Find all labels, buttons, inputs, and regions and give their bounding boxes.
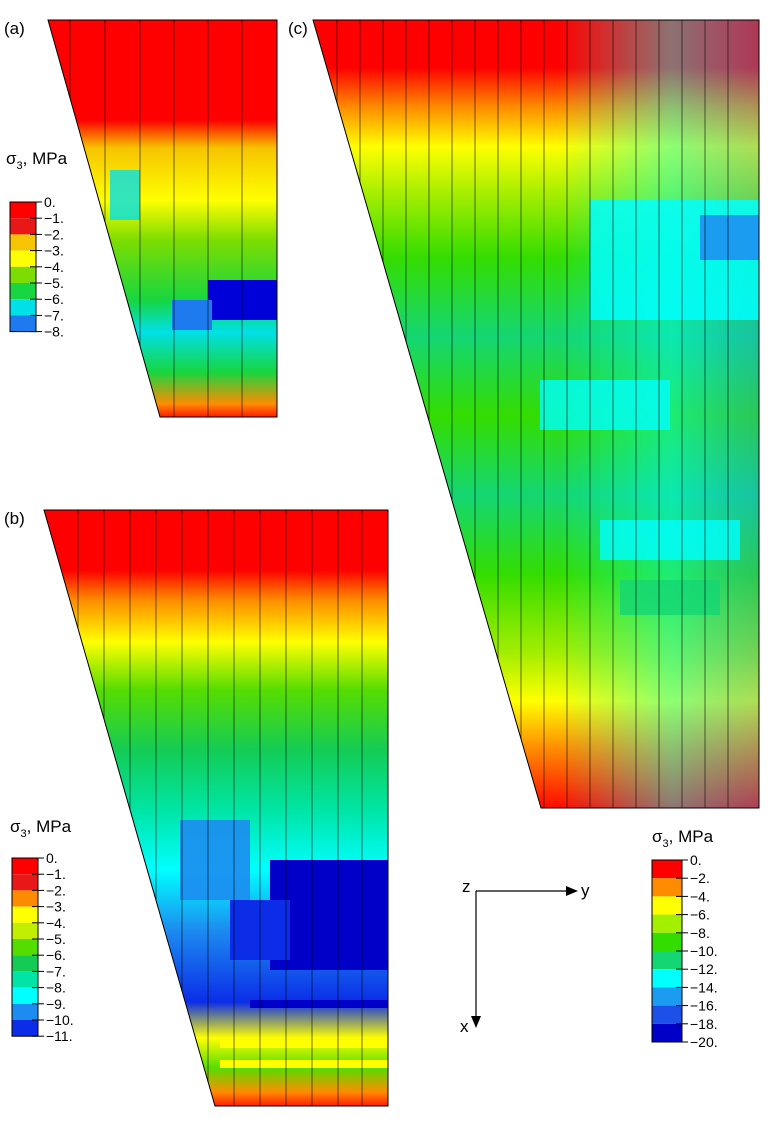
- legend-c-swatch: [652, 932, 682, 951]
- legend-c-tick-label: −12.: [690, 961, 718, 977]
- legend-a-tick-label: −7.: [44, 307, 64, 323]
- legend-c-swatch: [652, 987, 682, 1006]
- legend-b-tick-label: −5.: [46, 931, 66, 947]
- panel-a-contour: [48, 20, 277, 417]
- panel-a: (a) σ3, MPa 0.−1.−2.−3.−4.−5.−6.−7.−8.: [4, 19, 278, 418]
- legend-a-swatch: [10, 266, 36, 283]
- axes-indicator: z y x: [460, 877, 590, 1036]
- legend-c-tick-label: −6.: [690, 907, 710, 923]
- legend-a-swatch: [10, 202, 36, 219]
- legend-b-swatch: [12, 890, 38, 907]
- legend-b-swatch: [12, 874, 38, 891]
- y-arrowhead-icon: [566, 886, 578, 896]
- legend-b-swatch: [12, 971, 38, 988]
- panel-c-outline: [312, 19, 760, 809]
- legend-a: σ3, MPa 0.−1.−2.−3.−4.−5.−6.−7.−8.: [6, 149, 68, 340]
- legend-b-swatch: [12, 906, 38, 923]
- legend-c-tick-label: −2.: [690, 870, 710, 886]
- legend-b-tick-label: −11.: [46, 1028, 73, 1044]
- legend-a-tick-label: −8.: [44, 324, 64, 340]
- legend-a-tick-label: −2.: [44, 226, 64, 242]
- legend-a-tick-label: −5.: [44, 275, 64, 291]
- legend-a-tick-label: −6.: [44, 291, 64, 307]
- legend-b-title: σ3, MPa: [10, 817, 72, 840]
- legend-b-swatch: [12, 858, 38, 875]
- legend-b-swatch: [12, 1003, 38, 1020]
- legend-b-tick-label: −6.: [46, 947, 66, 963]
- y-axis-label: y: [581, 881, 590, 900]
- legend-a-swatch: [10, 218, 36, 235]
- legend-b-tick-label: −10.: [46, 1012, 74, 1028]
- legend-c-swatch: [652, 914, 682, 933]
- legend-c-swatch: [652, 878, 682, 897]
- legend-b-swatch: [12, 955, 38, 972]
- legend-c-tick-label: −18.: [690, 1016, 718, 1032]
- legend-b-tick-label: −9.: [46, 996, 66, 1012]
- legend-a-tick-label: −3.: [44, 243, 64, 259]
- legend-a-swatch: [10, 234, 36, 251]
- legend-c-tick-label: −14.: [690, 979, 718, 995]
- legend-b-tick-label: −8.: [46, 980, 66, 996]
- legend-a-swatch: [10, 315, 36, 332]
- legend-b-swatch: [12, 939, 38, 956]
- legend-b-frame: [11, 857, 39, 1037]
- legend-b-tick-label: −7.: [46, 963, 66, 979]
- legend-c-swatch: [652, 1005, 682, 1024]
- legend-b-tick-label: 0.: [46, 850, 58, 866]
- legend-a-tick-label: 0.: [44, 194, 56, 210]
- legend-c-swatch: [652, 896, 682, 915]
- legend-b-tick-label: −3.: [46, 899, 66, 915]
- panel-b-contour: [44, 510, 388, 1106]
- legend-a-title: σ3, MPa: [6, 149, 68, 172]
- legend-a-tick-label: −1.: [44, 210, 64, 226]
- legend-c-tick-label: −8.: [690, 925, 710, 941]
- legend-b-tick-label: −1.: [46, 866, 66, 882]
- legend-c-title: σ3, MPa: [652, 827, 714, 850]
- legend-a-swatch: [10, 283, 36, 300]
- legend-c-tick-label: −10.: [690, 943, 718, 959]
- legend-b-swatch: [12, 922, 38, 939]
- x-axis-label: x: [460, 1017, 469, 1036]
- legend-c-swatch: [652, 969, 682, 988]
- panel-a-label: (a): [4, 19, 25, 38]
- legend-c-swatch: [652, 951, 682, 970]
- legend-b-tick-label: −2.: [46, 882, 66, 898]
- legend-b-swatch: [12, 1020, 38, 1037]
- legend-c-tick-label: −16.: [690, 998, 718, 1014]
- legend-b-tick-label: −4.: [46, 915, 66, 931]
- panel-b-label: (b): [4, 509, 25, 528]
- legend-c-swatch: [652, 1023, 682, 1042]
- panel-c-label: (c): [288, 19, 308, 38]
- legend-b: σ3, MPa 0.−1.−2.−3.−4.−5.−6.−7.−8.−9.−10…: [10, 817, 74, 1044]
- legend-a-swatch: [10, 250, 36, 267]
- legend-c-swatch: [652, 860, 682, 879]
- legend-c-tick-label: 0.: [690, 852, 702, 868]
- panel-b: (b): [4, 509, 389, 1107]
- legend-a-swatch: [10, 299, 36, 316]
- legend-c-tick-label: −4.: [690, 888, 710, 904]
- legend-c: σ3, MPa 0. −2. −4. −6. −8. −10. −12. −14. −16. −1…: [651, 827, 718, 1050]
- legend-c-tick-label: −20.: [690, 1034, 718, 1050]
- z-axis-label: z: [462, 877, 471, 896]
- panel-a-outline: [47, 19, 278, 418]
- x-arrowhead-icon: [471, 1016, 481, 1028]
- panel-b-outline: [43, 509, 389, 1107]
- legend-a-tick-label: −4.: [44, 259, 64, 275]
- legend-b-swatch: [12, 987, 38, 1004]
